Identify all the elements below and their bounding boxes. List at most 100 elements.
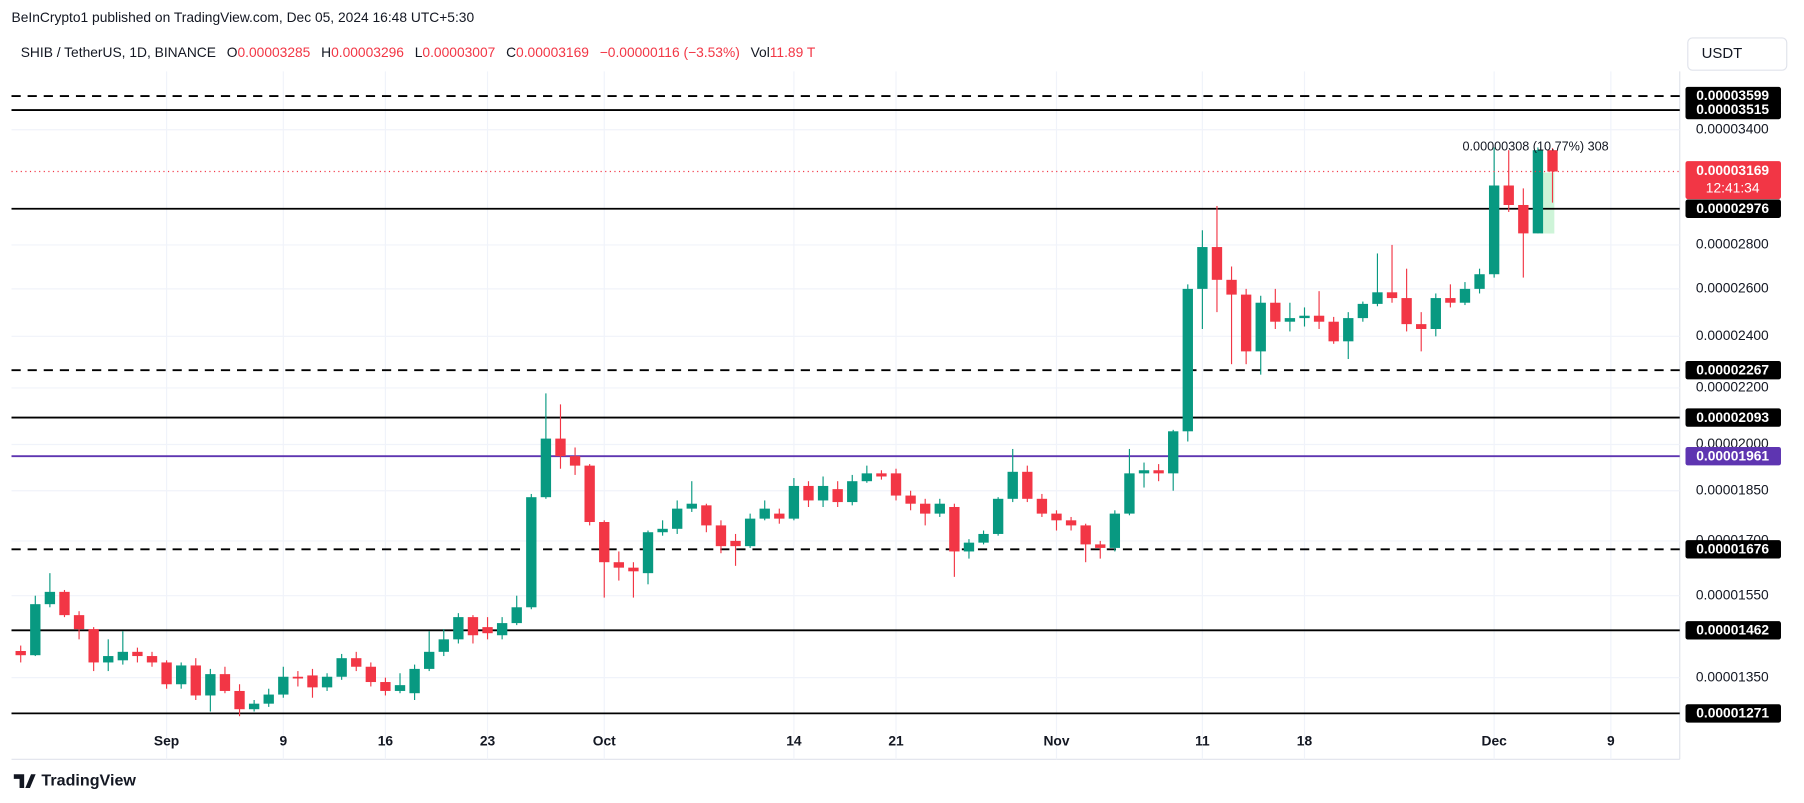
candle-body <box>103 656 114 663</box>
candle-body <box>511 607 522 624</box>
legend: SHIB / TetherUS, 1D, BINANCE O0.00003285… <box>21 45 816 60</box>
candle-body <box>628 567 639 572</box>
tv-logo <box>13 774 36 789</box>
candle-body <box>920 503 931 514</box>
candle-body <box>467 617 479 636</box>
open-value: 0.00003285 <box>237 45 310 60</box>
candle-body <box>496 623 508 636</box>
candle-body <box>132 651 143 657</box>
candle-body <box>365 666 377 683</box>
x-tick-label: Dec <box>1481 734 1507 749</box>
candle-body <box>394 685 406 691</box>
x-tick-label: Nov <box>1043 734 1069 749</box>
x-tick-label: 11 <box>1195 734 1210 749</box>
candle-body <box>832 489 843 503</box>
ohlc-label: L <box>415 45 423 60</box>
candle-body <box>1401 298 1412 325</box>
candle-body <box>248 703 260 710</box>
candle-body <box>146 656 158 663</box>
level-label: 0.00001271 <box>1696 706 1769 721</box>
candle-body <box>817 485 829 501</box>
candle-body <box>1532 150 1544 234</box>
level-label-bg <box>1685 621 1781 640</box>
level-label-bg <box>1685 100 1781 120</box>
candle-body <box>219 674 231 691</box>
level-label-bg <box>1685 360 1781 380</box>
volume: 11.89 T <box>770 45 816 60</box>
candle-body <box>1372 292 1383 304</box>
candle-body <box>234 690 245 710</box>
candle-body <box>190 665 201 696</box>
candle-body <box>292 676 304 679</box>
level-label: 0.00001462 <box>1696 623 1769 638</box>
currency-button[interactable] <box>1687 37 1788 71</box>
level-label: 0.00002267 <box>1696 362 1769 377</box>
candle-body <box>1211 247 1223 280</box>
candle-body <box>555 438 566 457</box>
level-label: 0.00003599 <box>1696 88 1769 103</box>
level-label: 0.00002976 <box>1696 201 1769 216</box>
candle-body <box>1226 279 1237 295</box>
candle-body <box>336 658 347 677</box>
candle-body <box>1255 302 1266 352</box>
candle-body <box>1474 274 1485 289</box>
candle-body <box>730 540 741 547</box>
level-label: 0.00002093 <box>1696 410 1769 425</box>
candle-body <box>1022 471 1033 499</box>
measure-box <box>1540 172 1555 234</box>
candle-body <box>1313 315 1325 322</box>
y-tick-label: 0.00001850 <box>1696 482 1769 497</box>
brand: TradingView <box>41 771 136 789</box>
candle-body <box>890 473 902 496</box>
level-label: 0.00003515 <box>1696 102 1769 117</box>
candle-body <box>307 675 318 688</box>
candle-body <box>1240 294 1252 352</box>
candle-body <box>1007 471 1018 499</box>
currency[interactable]: USDT <box>1702 45 1743 62</box>
candle-body <box>73 615 85 630</box>
symbol: SHIB / TetherUS, 1D, BINANCE <box>21 45 216 60</box>
candle-body <box>642 532 654 574</box>
candle-body <box>1430 298 1441 329</box>
candle-body <box>1168 431 1179 474</box>
candle-body <box>1138 470 1150 474</box>
candle-body <box>905 495 916 504</box>
level-label-bg <box>1685 199 1781 218</box>
y-tick-label: 0.00001550 <box>1696 587 1769 602</box>
countdown: 12:41:34 <box>1706 180 1760 195</box>
candle-body <box>540 438 552 498</box>
candle-body <box>59 591 70 616</box>
candle-body <box>963 542 975 552</box>
candle-body <box>453 617 464 640</box>
candle-body <box>1357 303 1369 319</box>
candle-body <box>1080 525 1091 545</box>
x-tick-label: 18 <box>1297 734 1313 749</box>
candle-body <box>1343 318 1354 342</box>
candle-body <box>934 503 945 514</box>
candle-body <box>278 676 289 695</box>
candle-body <box>672 508 683 529</box>
candle-body <box>686 503 697 509</box>
low-value: 0.00003007 <box>422 45 495 60</box>
candle-body <box>205 674 216 696</box>
close-value: 0.00003169 <box>516 45 589 60</box>
candle-body <box>424 651 435 669</box>
candle-body <box>44 591 56 605</box>
x-tick-label: Oct <box>593 734 616 749</box>
candle-body <box>1197 247 1208 289</box>
candle-body <box>847 481 858 503</box>
candle-body <box>176 665 187 685</box>
level-label-bg <box>1685 408 1781 427</box>
candle-body <box>759 508 770 519</box>
y-tick-label: 0.00003400 <box>1696 121 1769 136</box>
x-tick-label: 14 <box>786 734 802 749</box>
candle-body <box>949 506 960 552</box>
candle-body <box>1518 204 1529 234</box>
y-tick-label: 0.00002600 <box>1696 281 1769 296</box>
candle-body <box>161 662 172 685</box>
candle-body <box>584 465 595 523</box>
level-label: 0.00001676 <box>1696 542 1769 557</box>
